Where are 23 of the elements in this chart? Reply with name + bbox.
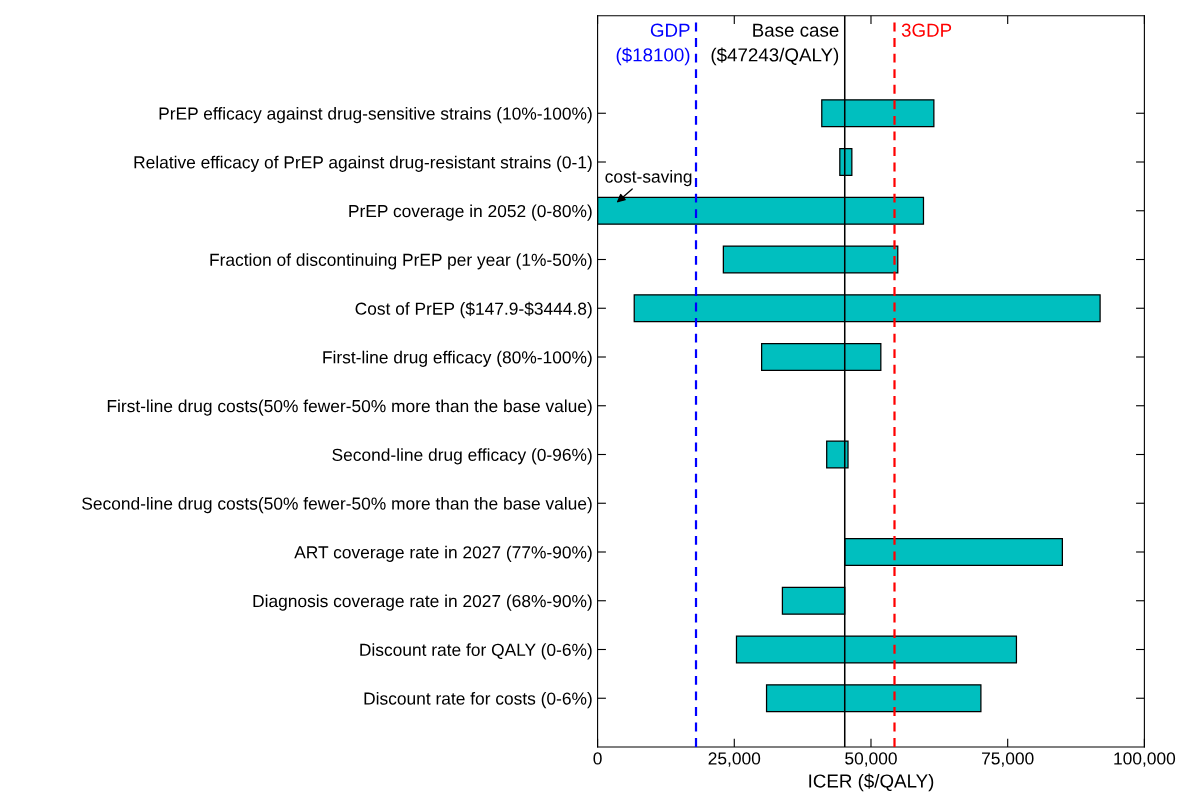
ref-line-label: Base case ($47243/QALY) <box>711 23 839 66</box>
y-tick-label: PrEP efficacy against drug-sensitive strains (10%-100%) <box>159 106 592 124</box>
ref-line-label: 3GDP <box>901 23 952 37</box>
annotation: cost-saving <box>605 170 692 187</box>
y-tick-label: Second-line drug efficacy (0-96%) <box>332 448 592 465</box>
y-tick-label: ART coverage rate in 2027 (77%-90%) <box>294 545 592 562</box>
y-tick-label: First-line drug costs(50% fewer-50% more than the base value) <box>107 399 592 416</box>
y-tick-label: First-line drug efficacy (80%-100%) <box>323 350 592 367</box>
y-tick-label: Diagnosis coverage rate in 2027 (68%-90%) <box>253 594 592 611</box>
x-tick-label: 25,000 <box>708 752 761 767</box>
y-tick-label: Cost of PrEP ($147.9-$3444.8) <box>355 301 592 319</box>
y-tick-label: Relative efficacy of PrEP against drug-resistant strains (0-1) <box>134 155 592 172</box>
y-tick-label: PrEP coverage in 2052 (0-80%) <box>349 204 592 221</box>
y-tick-label: Fraction of discontinuing PrEP per year (1%-50%) <box>210 253 592 270</box>
x-tick-label: 75,000 <box>982 752 1034 767</box>
y-tick-label: Discount rate for costs (0-6%) <box>364 691 592 709</box>
ref-line-label: GDP ($18100) <box>616 23 690 66</box>
x-tick-label: 50,000 <box>845 752 897 767</box>
y-tick-label: Second-line drug costs(50% fewer-50% more than the base value) <box>82 496 592 514</box>
x-tick-label: 100,000 <box>1114 752 1176 767</box>
x-axis-title: ICER ($/QALY) <box>809 773 934 792</box>
y-tick-label: Discount rate for QALY (0-6%) <box>360 643 592 660</box>
x-tick-label: 0 <box>593 752 602 765</box>
